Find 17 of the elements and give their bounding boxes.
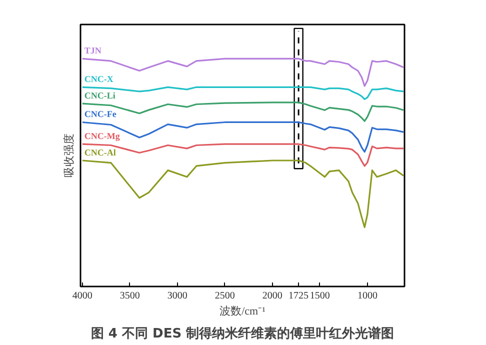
x-tick-label: 3500	[120, 290, 140, 302]
series-label: CNC-Li	[84, 90, 116, 101]
series-label: TJN	[84, 46, 102, 56]
x-tick-label: 4000	[72, 290, 92, 302]
x-tick-label: 2000	[262, 290, 282, 302]
x-tick-label: 1725	[288, 290, 309, 302]
y-axis-title: 吸收强度	[62, 134, 76, 178]
series-label: CNC-Fe	[84, 109, 116, 120]
x-tick-label: 2500	[214, 290, 235, 302]
x-tick-label: 3000	[167, 290, 188, 302]
series-label: CNC-Mg	[84, 131, 120, 142]
x-tick-label: 1500	[310, 290, 330, 302]
series-label: CNC-Al	[84, 148, 116, 158]
x-axis-title: 波数/cm⁻¹	[220, 304, 266, 318]
x-tick-label: 1000	[357, 290, 378, 302]
series-label: CNC-X	[84, 74, 114, 84]
text: 图 4 不同 DES 制得纳米纤维素的傅里叶红外光谱图	[90, 326, 394, 342]
